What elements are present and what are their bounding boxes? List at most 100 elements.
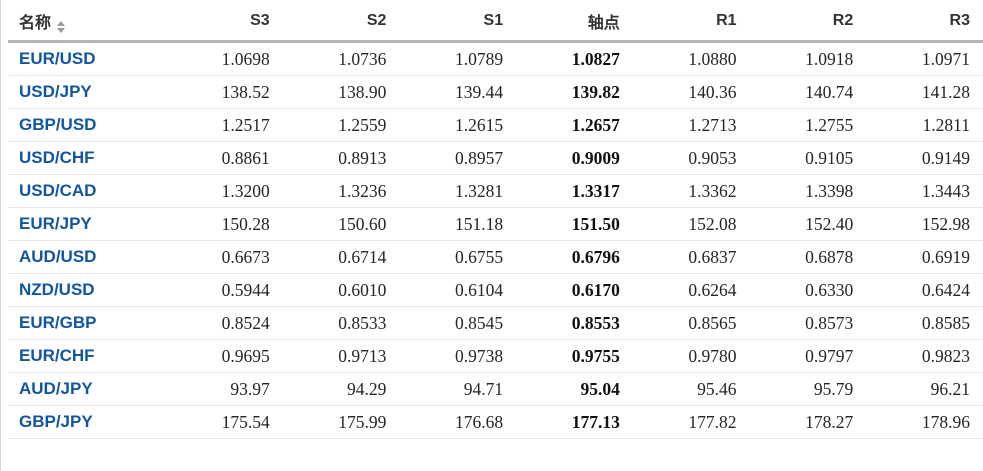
r3-value: 0.6919 xyxy=(866,240,983,274)
table-row: EUR/GBP 0.8524 0.8533 0.8545 0.8553 0.85… xyxy=(8,306,983,340)
r1-value: 152.08 xyxy=(632,207,750,241)
s1-value: 0.8957 xyxy=(399,141,517,175)
table-row: USD/CHF 0.8861 0.8913 0.8957 0.9009 0.90… xyxy=(8,141,983,175)
r3-value: 178.96 xyxy=(866,405,983,439)
pair-link[interactable]: USD/JPY xyxy=(8,75,166,109)
s3-value: 0.8861 xyxy=(166,141,283,175)
s1-value: 0.6104 xyxy=(399,273,517,307)
sort-arrows-icon[interactable] xyxy=(57,21,66,33)
pivot-value: 0.6796 xyxy=(516,240,633,274)
s2-value: 150.60 xyxy=(282,207,400,241)
r1-value: 0.8565 xyxy=(632,306,750,340)
table-row: NZD/USD 0.5944 0.6010 0.6104 0.6170 0.62… xyxy=(8,273,983,307)
table-row: USD/JPY 138.52 138.90 139.44 139.82 140.… xyxy=(8,75,983,109)
r1-value: 0.9780 xyxy=(632,339,750,373)
r2-value: 0.6330 xyxy=(749,273,867,307)
s1-value: 1.0789 xyxy=(399,41,517,76)
s3-value: 150.28 xyxy=(166,207,283,241)
column-header-r3[interactable]: R3 xyxy=(866,0,983,43)
r2-value: 1.3398 xyxy=(749,174,867,208)
sort-asc-icon xyxy=(57,21,66,26)
s2-value: 0.9713 xyxy=(282,339,400,373)
r3-value: 96.21 xyxy=(866,372,983,406)
pivot-value: 151.50 xyxy=(516,207,633,241)
s2-value: 1.0736 xyxy=(282,41,400,76)
r3-value: 141.28 xyxy=(866,75,983,109)
pivot-value: 0.8553 xyxy=(516,306,633,340)
table-row: USD/CAD 1.3200 1.3236 1.3281 1.3317 1.33… xyxy=(8,174,983,208)
table-row: GBP/USD 1.2517 1.2559 1.2615 1.2657 1.27… xyxy=(8,108,983,142)
r1-value: 1.3362 xyxy=(632,174,750,208)
r1-value: 95.46 xyxy=(632,372,750,406)
column-header-name-label: 名称 xyxy=(19,15,52,32)
s1-value: 94.71 xyxy=(399,372,517,406)
s3-value: 0.9695 xyxy=(166,339,283,373)
s3-value: 138.52 xyxy=(166,75,283,109)
header-row: 名称 S3 S2 S1 轴点 R1 R2 R3 xyxy=(8,0,983,43)
pivot-value: 0.9009 xyxy=(516,141,633,175)
r2-value: 0.9797 xyxy=(749,339,867,373)
column-header-pivot[interactable]: 轴点 xyxy=(516,0,633,43)
table-row: AUD/USD 0.6673 0.6714 0.6755 0.6796 0.68… xyxy=(8,240,983,274)
table-row: EUR/CHF 0.9695 0.9713 0.9738 0.9755 0.97… xyxy=(8,339,983,373)
pair-link[interactable]: GBP/JPY xyxy=(8,405,166,439)
s1-value: 1.3281 xyxy=(399,174,517,208)
r3-value: 152.98 xyxy=(866,207,983,241)
column-header-r2[interactable]: R2 xyxy=(749,0,867,43)
r1-value: 177.82 xyxy=(632,405,750,439)
pair-link[interactable]: EUR/USD xyxy=(8,41,166,76)
s2-value: 1.2559 xyxy=(282,108,400,142)
pair-link[interactable]: GBP/USD xyxy=(8,108,166,142)
r2-value: 95.79 xyxy=(749,372,867,406)
pair-link[interactable]: EUR/CHF xyxy=(8,339,166,373)
pivot-value: 0.9755 xyxy=(516,339,633,373)
s3-value: 93.97 xyxy=(166,372,283,406)
s1-value: 151.18 xyxy=(399,207,517,241)
r3-value: 0.9823 xyxy=(866,339,983,373)
pivot-value: 139.82 xyxy=(516,75,633,109)
pivot-value: 0.6170 xyxy=(516,273,633,307)
column-header-s1[interactable]: S1 xyxy=(399,0,517,43)
r2-value: 1.2755 xyxy=(749,108,867,142)
s2-value: 0.8913 xyxy=(282,141,400,175)
column-header-s2[interactable]: S2 xyxy=(282,0,400,43)
pair-link[interactable]: AUD/JPY xyxy=(8,372,166,406)
r2-value: 178.27 xyxy=(749,405,867,439)
pair-link[interactable]: EUR/JPY xyxy=(8,207,166,241)
s2-value: 175.99 xyxy=(282,405,400,439)
pivot-value: 177.13 xyxy=(516,405,633,439)
column-header-name[interactable]: 名称 xyxy=(8,0,166,43)
s1-value: 0.9738 xyxy=(399,339,517,373)
s1-value: 139.44 xyxy=(399,75,517,109)
s3-value: 1.3200 xyxy=(166,174,283,208)
r3-value: 1.3443 xyxy=(866,174,983,208)
r1-value: 0.6837 xyxy=(632,240,750,274)
s1-value: 1.2615 xyxy=(399,108,517,142)
s1-value: 0.8545 xyxy=(399,306,517,340)
pair-link[interactable]: USD/CAD xyxy=(8,174,166,208)
column-header-s3[interactable]: S3 xyxy=(166,0,283,43)
pivot-value: 95.04 xyxy=(516,372,633,406)
r3-value: 1.0971 xyxy=(866,41,983,76)
pair-link[interactable]: USD/CHF xyxy=(8,141,166,175)
table-row: AUD/JPY 93.97 94.29 94.71 95.04 95.46 95… xyxy=(8,372,983,406)
r3-value: 0.8585 xyxy=(866,306,983,340)
r2-value: 152.40 xyxy=(749,207,867,241)
pivot-value: 1.3317 xyxy=(516,174,633,208)
column-header-r1[interactable]: R1 xyxy=(632,0,750,43)
s3-value: 1.2517 xyxy=(166,108,283,142)
table-row: GBP/JPY 175.54 175.99 176.68 177.13 177.… xyxy=(8,405,983,439)
pair-link[interactable]: NZD/USD xyxy=(8,273,166,307)
r1-value: 140.36 xyxy=(632,75,750,109)
table-row: EUR/JPY 150.28 150.60 151.18 151.50 152.… xyxy=(8,207,983,241)
pivot-value: 1.2657 xyxy=(516,108,633,142)
s3-value: 175.54 xyxy=(166,405,283,439)
pivot-value: 1.0827 xyxy=(516,41,633,76)
s3-value: 0.6673 xyxy=(166,240,283,274)
pair-link[interactable]: EUR/GBP xyxy=(8,306,166,340)
pivot-points-table: 名称 S3 S2 S1 轴点 R1 R2 R3 EUR/USD 1.0698 1… xyxy=(8,0,983,439)
r2-value: 1.0918 xyxy=(749,41,867,76)
pair-link[interactable]: AUD/USD xyxy=(8,240,166,274)
s2-value: 1.3236 xyxy=(282,174,400,208)
